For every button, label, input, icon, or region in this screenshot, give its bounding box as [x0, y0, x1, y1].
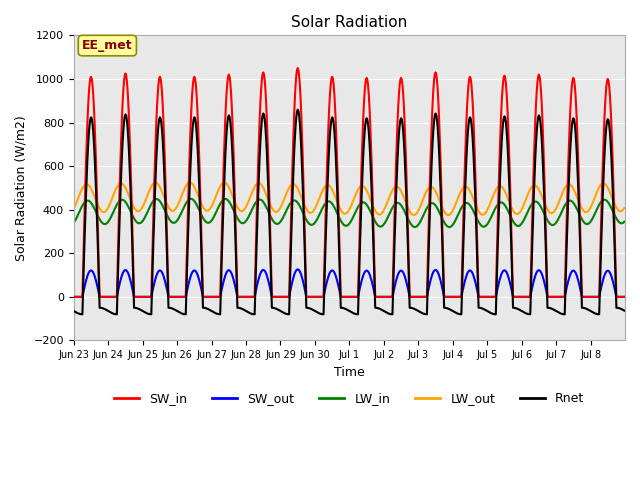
Legend: SW_in, SW_out, LW_in, LW_out, Rnet: SW_in, SW_out, LW_in, LW_out, Rnet	[109, 387, 589, 410]
Title: Solar Radiation: Solar Radiation	[291, 15, 408, 30]
Text: EE_met: EE_met	[82, 39, 132, 52]
X-axis label: Time: Time	[334, 366, 365, 379]
Y-axis label: Solar Radiation (W/m2): Solar Radiation (W/m2)	[15, 115, 28, 261]
